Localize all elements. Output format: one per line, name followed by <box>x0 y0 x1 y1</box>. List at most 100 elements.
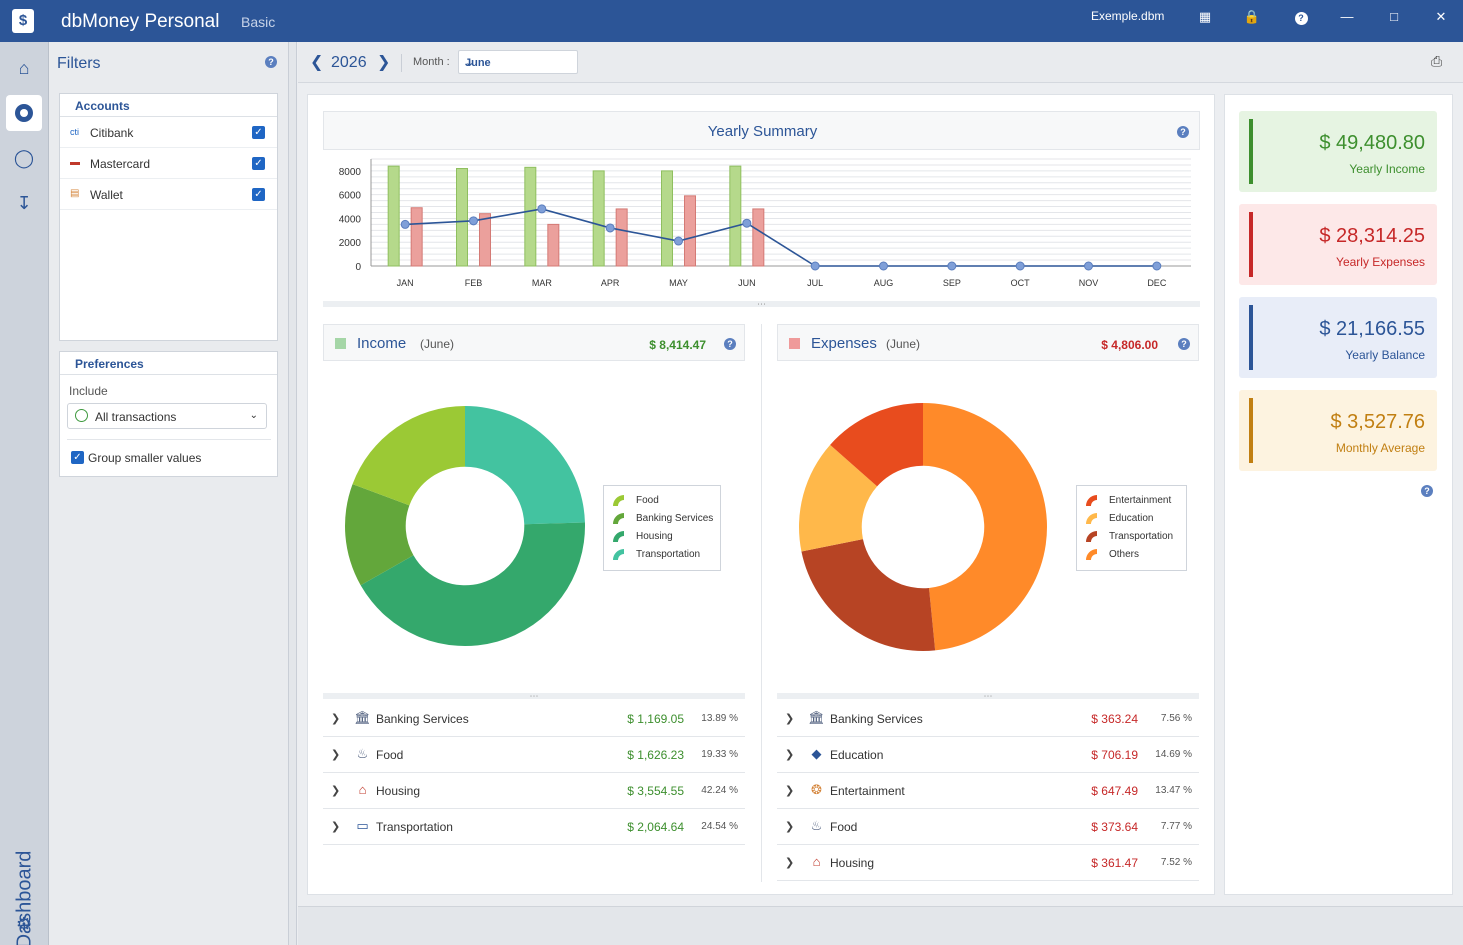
category-row[interactable]: ❯ ◆ Education $ 706.19 14.69 % <box>777 737 1199 773</box>
accounts-box: Accounts cti Citibank ✓ ▬ Mastercard ✓ ▤ Wallet… <box>59 93 278 341</box>
card-caption: Yearly Expenses <box>1336 255 1425 269</box>
x-tick-label: AUG <box>874 278 894 288</box>
y-tick-label: 4000 <box>339 214 362 225</box>
category-name: Transportation <box>376 820 453 834</box>
expand-chevron-icon[interactable]: ❯ <box>331 821 341 833</box>
summary-help-icon[interactable]: ? <box>1421 485 1433 497</box>
card-accent <box>1249 398 1253 463</box>
category-percent: 7.52 % <box>1160 857 1192 868</box>
category-row[interactable]: ❯ 🏛 Banking Services $ 363.24 7.56 % <box>777 701 1199 737</box>
include-dropdown[interactable]: All transactions ⌄ <box>67 403 267 429</box>
maximize-icon[interactable]: □ <box>1390 9 1398 24</box>
expand-chevron-icon[interactable]: ❯ <box>785 749 795 761</box>
print-icon[interactable]: ⎙ <box>1431 53 1443 69</box>
balance-point <box>1084 261 1093 271</box>
next-year-icon[interactable]: ❯ <box>377 54 391 71</box>
income-help-icon[interactable]: ? <box>724 338 736 350</box>
group-smaller-label: Group smaller values <box>88 451 202 465</box>
clock-icon <box>75 409 88 422</box>
donut-slice <box>352 406 465 506</box>
home-icon[interactable]: ⌂ <box>18 58 30 78</box>
file-name[interactable]: Exemple.dbm <box>1091 9 1165 23</box>
expand-chevron-icon[interactable]: ❯ <box>785 713 795 725</box>
category-name: Housing <box>376 784 421 798</box>
cutlery-icon: ♨ <box>810 818 823 833</box>
minimize-icon[interactable]: — <box>1340 9 1354 24</box>
legend-swatch-icon <box>612 512 628 525</box>
category-row[interactable]: ❯ ⌂ Housing $ 3,554.55 42.24 % <box>323 773 745 809</box>
category-name: Education <box>830 748 884 762</box>
card-value: $ 28,314.25 <box>1319 225 1425 247</box>
category-amount: $ 1,626.23 <box>627 748 684 762</box>
x-tick-label: JUN <box>738 278 756 288</box>
database-settings-icon[interactable]: ▦ <box>1198 9 1212 24</box>
import-icon[interactable]: ↧ <box>16 193 32 213</box>
group-smaller-checkbox[interactable]: ✓ <box>71 451 84 464</box>
income-period: (June) <box>420 337 455 351</box>
month-label: Month : <box>413 56 450 68</box>
expenses-resize-handle[interactable]: ⋯ <box>777 692 1199 701</box>
yearly-help-icon[interactable]: ? <box>1177 126 1189 138</box>
transactions-icon[interactable]: ◯ <box>13 148 35 168</box>
legend-item: Others <box>1085 546 1178 564</box>
expand-chevron-icon[interactable]: ❯ <box>331 749 341 761</box>
bank-icon: 🏛 <box>808 710 825 725</box>
yearly-summary-chart: 0 2000 4000 6000 8000 JAN FEB MAR APR MAY JUN JUL AU… <box>339 158 1191 288</box>
expenses-title: Expenses <box>811 335 877 352</box>
legend-swatch-icon <box>1085 512 1101 525</box>
summary-card: $ 3,527.76 Monthly Average <box>1239 390 1437 471</box>
category-row[interactable]: ❯ ▭ Transportation $ 2,064.64 24.54 % <box>323 809 745 845</box>
help-icon[interactable]: ? <box>1291 8 1311 26</box>
category-percent: 24.54 % <box>701 821 738 832</box>
panel-splitter[interactable] <box>289 42 297 945</box>
dashboard-icon[interactable] <box>6 95 42 131</box>
donut-slice <box>923 403 1048 651</box>
legend-swatch-icon <box>612 494 628 507</box>
category-amount: $ 647.49 <box>1091 784 1138 798</box>
expand-chevron-icon[interactable]: ❯ <box>785 857 795 869</box>
expenses-help-icon[interactable]: ? <box>1178 338 1190 350</box>
chart-resize-handle[interactable]: ⋯ <box>323 300 1200 309</box>
category-name: Banking Services <box>830 712 923 726</box>
account-checkbox[interactable]: ✓ <box>252 157 265 170</box>
balance-point <box>810 261 820 271</box>
category-amount: $ 363.24 <box>1091 712 1138 726</box>
balance-point <box>605 223 615 233</box>
account-row[interactable]: cti Citibank ✓ <box>60 117 277 148</box>
category-row[interactable]: ❯ 🏛 Banking Services $ 1,169.05 13.89 % <box>323 701 745 737</box>
expenses-swatch <box>789 338 800 349</box>
month-dropdown[interactable]: June ⌄ <box>458 50 578 74</box>
expand-chevron-icon[interactable]: ❯ <box>785 785 795 797</box>
category-row[interactable]: ❯ ⌂ Housing $ 361.47 7.52 % <box>777 845 1199 881</box>
category-row[interactable]: ❯ ❂ Entertainment $ 647.49 13.47 % <box>777 773 1199 809</box>
balance-point <box>879 261 888 271</box>
donut-slice <box>360 522 585 646</box>
x-tick-label: OCT <box>1011 278 1031 288</box>
expand-chevron-icon[interactable]: ❯ <box>331 713 341 725</box>
account-row[interactable]: ▤ Wallet ✓ <box>60 179 277 210</box>
yearly-summary-title: Yearly Summary <box>707 123 818 140</box>
close-icon[interactable]: ✕ <box>1435 9 1447 24</box>
x-tick-label: APR <box>601 278 620 288</box>
summary-card: $ 28,314.25 Yearly Expenses <box>1239 204 1437 285</box>
legend-label: Banking Services <box>636 513 714 524</box>
legend-swatch-icon <box>612 548 628 561</box>
expand-chevron-icon[interactable]: ❯ <box>785 821 795 833</box>
legend-label: Housing <box>636 531 673 542</box>
lock-icon[interactable]: 🔒 <box>1243 9 1261 24</box>
wallet-icon: ▤ <box>70 188 80 199</box>
account-checkbox[interactable]: ✓ <box>252 126 265 139</box>
prev-year-icon[interactable]: ❮ <box>310 54 324 71</box>
income-resize-handle[interactable]: ⋯ <box>323 692 745 701</box>
category-row[interactable]: ❯ ♨ Food $ 1,626.23 19.33 % <box>323 737 745 773</box>
x-tick-label: MAR <box>532 278 553 288</box>
account-checkbox[interactable]: ✓ <box>252 188 265 201</box>
category-row[interactable]: ❯ ♨ Food $ 373.64 7.77 % <box>777 809 1199 845</box>
legend-item: Banking Services <box>612 510 714 528</box>
settings-gear-icon[interactable]: ⚙ <box>15 914 33 934</box>
expand-chevron-icon[interactable]: ❯ <box>331 785 341 797</box>
filters-help-icon[interactable]: ? <box>265 56 277 68</box>
legend-swatch-icon <box>1085 548 1101 561</box>
account-row[interactable]: ▬ Mastercard ✓ <box>60 148 277 179</box>
income-total: $ 8,414.47 <box>649 338 706 352</box>
